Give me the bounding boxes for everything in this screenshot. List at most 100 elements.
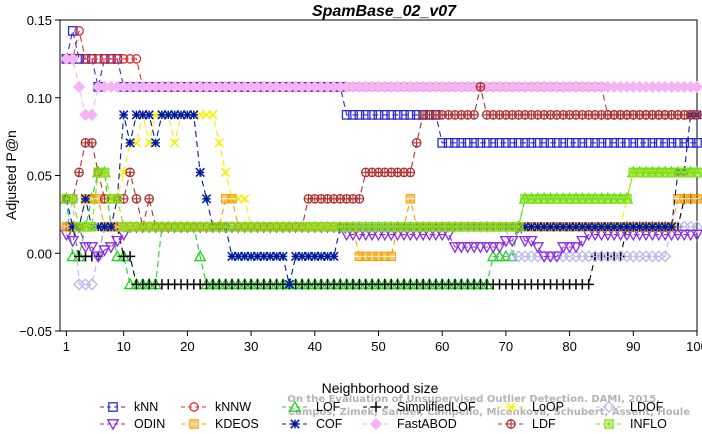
point-knnw xyxy=(93,54,104,64)
legend-marker-knn xyxy=(108,402,118,412)
point-loop xyxy=(208,110,218,120)
legend-item-kdeos: KDEOS xyxy=(181,417,259,431)
point-knnw xyxy=(125,54,135,64)
x-tick-label: 10 xyxy=(116,339,130,354)
point-cof xyxy=(233,251,244,262)
legend-label-inflo: INFLO xyxy=(630,417,667,431)
point-knn xyxy=(348,110,358,120)
point-knn xyxy=(571,137,581,148)
x-tick-label: 1 xyxy=(63,339,70,354)
point-odin xyxy=(537,251,551,263)
point-knn xyxy=(67,26,78,36)
point-kdeos xyxy=(227,194,237,204)
point-knnw xyxy=(80,54,91,64)
point-odin xyxy=(455,242,468,254)
point-cof xyxy=(577,222,588,232)
point-odin xyxy=(563,242,576,254)
point-cof xyxy=(246,251,256,262)
point-knn xyxy=(666,137,677,148)
point-inflo xyxy=(622,194,632,204)
point-cof xyxy=(106,222,116,232)
point-cof xyxy=(195,167,205,178)
point-cof xyxy=(118,110,129,120)
point-knn xyxy=(558,137,569,148)
legend-marker-lof xyxy=(288,400,302,412)
legend-item-inflo: INFLO xyxy=(596,417,667,431)
point-cof xyxy=(290,251,301,262)
point-knnw xyxy=(87,54,97,64)
point-loop xyxy=(169,138,180,148)
legend-marker-ldof xyxy=(602,400,616,414)
point-cof xyxy=(125,138,135,148)
point-knn xyxy=(405,110,416,120)
legend-label-knn: kNN xyxy=(134,400,158,414)
legend-marker-odin xyxy=(106,419,120,431)
legend-item-knnw: kNNW xyxy=(181,400,251,414)
x-axis-label: Neighborhood size xyxy=(322,380,439,396)
point-cof xyxy=(157,110,167,120)
point-inflo xyxy=(87,222,97,232)
x-tick-label: 100 xyxy=(686,339,702,354)
legend-marker-inflo xyxy=(604,419,614,429)
y-tick-label: 0.10 xyxy=(27,91,52,106)
point-odin xyxy=(486,242,500,254)
point-kdeos xyxy=(405,194,416,204)
point-ldf xyxy=(475,82,486,92)
legend-item-odin: ODIN xyxy=(100,417,165,431)
legend-marker-fastabod xyxy=(369,417,383,431)
point-knn xyxy=(513,137,524,148)
point-cof xyxy=(322,251,333,262)
point-ldf xyxy=(87,137,97,148)
point-cof xyxy=(182,110,193,120)
point-inflo xyxy=(99,167,110,178)
legend-label-odin: ODIN xyxy=(134,417,165,431)
point-loop xyxy=(214,138,224,148)
point-cof xyxy=(545,222,556,232)
point-ldf xyxy=(354,193,365,204)
point-cof xyxy=(564,222,575,232)
point-knnw xyxy=(106,54,116,64)
point-inflo xyxy=(67,194,78,204)
legend-item-simplifiedlof: SimplifiedLOF xyxy=(363,400,476,414)
point-knn xyxy=(392,110,403,120)
point-knnw xyxy=(99,54,110,64)
point-knn xyxy=(475,137,486,148)
x-tick-label: 50 xyxy=(371,339,385,354)
point-knn xyxy=(596,137,607,148)
point-knn xyxy=(443,137,454,148)
legend-item-loop: LoOP xyxy=(498,400,564,414)
series-line-simplifiedlof xyxy=(66,198,697,285)
x-tick-label: 20 xyxy=(180,339,194,354)
point-knn xyxy=(437,137,448,148)
point-cof xyxy=(80,194,91,204)
point-knn xyxy=(494,137,505,148)
point-knn xyxy=(609,137,620,148)
legend-marker-kdeos xyxy=(189,419,199,429)
point-lof xyxy=(193,249,207,262)
point-cof xyxy=(201,194,212,204)
point-odin xyxy=(474,242,487,254)
point-cof xyxy=(552,222,562,232)
point-odin xyxy=(684,229,697,242)
point-fastabod xyxy=(690,80,702,93)
point-knn xyxy=(450,137,460,148)
x-tick-label: 90 xyxy=(626,339,640,354)
point-knn xyxy=(532,137,543,148)
point-cof xyxy=(227,251,237,262)
point-odin xyxy=(98,245,111,257)
legend-label-lof: LOF xyxy=(316,400,341,414)
point-cof xyxy=(239,251,250,262)
point-cof xyxy=(138,110,148,120)
point-odin xyxy=(79,242,92,254)
point-simplifiedlof xyxy=(124,251,136,262)
point-cof xyxy=(526,222,537,232)
point-cof xyxy=(297,251,307,262)
point-cof xyxy=(271,251,282,262)
point-knn xyxy=(628,137,639,148)
legend-marker-cof xyxy=(290,419,300,429)
point-cof xyxy=(558,222,568,232)
point-odin xyxy=(677,229,691,242)
point-cof xyxy=(189,110,199,120)
point-knn xyxy=(380,110,390,120)
point-cof xyxy=(583,222,594,232)
